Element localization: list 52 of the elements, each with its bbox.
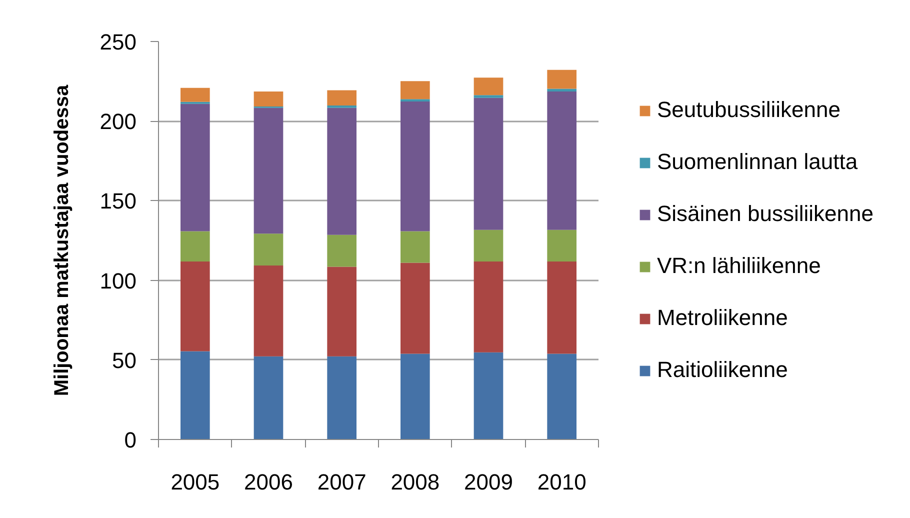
bar	[180, 88, 210, 102]
bar	[474, 230, 504, 262]
bar	[327, 234, 356, 267]
bar	[327, 108, 356, 235]
y-tick-label: 0	[124, 428, 137, 452]
bar	[180, 104, 210, 232]
legend-label: Sisäinen bussiliikenne	[657, 201, 874, 227]
bar	[547, 230, 576, 262]
x-tick-label: 2005	[170, 470, 220, 494]
bar	[474, 352, 504, 440]
bar	[547, 70, 576, 89]
bar	[254, 234, 284, 266]
x-tick-label: 2007	[317, 470, 366, 494]
bar	[547, 88, 576, 92]
bar	[474, 95, 504, 98]
legend-label: Suomenlinnan lautta	[657, 149, 858, 175]
bar	[547, 91, 576, 230]
legend-label: VR:n lähiliikenne	[657, 253, 821, 279]
bar	[327, 266, 356, 356]
bar	[400, 354, 430, 440]
legend-label: Raitioliikenne	[657, 357, 788, 383]
y-tick-label: 250	[100, 30, 137, 54]
bar	[254, 356, 284, 440]
legend-label: Seutubussiliikenne	[657, 97, 840, 123]
bar	[254, 91, 284, 106]
y-axis-title: Miljoonaa matkustajaa vuodessa	[50, 84, 73, 396]
y-tick-label: 200	[100, 109, 137, 134]
bar	[180, 262, 210, 352]
bar	[547, 262, 576, 354]
y-tick-label: 100	[100, 268, 137, 294]
bar	[400, 102, 430, 232]
bar	[474, 262, 504, 352]
bar	[474, 98, 504, 230]
bar	[327, 90, 356, 106]
y-tick-label: 50	[112, 348, 137, 373]
x-tick-label: 2010	[537, 470, 586, 494]
bar	[254, 265, 284, 356]
x-tick-label: 2009	[464, 470, 513, 494]
bar	[180, 231, 210, 262]
bar	[400, 99, 430, 102]
bar	[474, 78, 504, 96]
bar	[400, 231, 430, 263]
bar	[400, 262, 430, 354]
y-tick-label: 150	[100, 188, 137, 214]
legend-label: Metroliikenne	[657, 305, 788, 331]
bar	[327, 356, 356, 440]
x-tick-label: 2006	[244, 470, 293, 494]
bar	[547, 354, 576, 440]
bar	[254, 108, 284, 234]
bar	[180, 351, 210, 440]
x-tick-label: 2008	[390, 470, 440, 494]
bar	[400, 81, 430, 100]
